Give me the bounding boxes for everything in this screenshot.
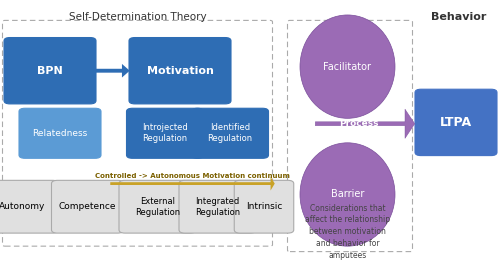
Text: Introjected
Regulation: Introjected Regulation [142, 123, 188, 143]
Text: Facilitator: Facilitator [324, 62, 372, 72]
Text: Barrier: Barrier [331, 190, 364, 199]
FancyBboxPatch shape [19, 108, 101, 158]
Text: Autonomy: Autonomy [0, 202, 46, 211]
Text: Integrated
Regulation: Integrated Regulation [195, 197, 240, 217]
FancyBboxPatch shape [52, 180, 124, 233]
Text: Considerations that
affect the relationship
between motivation
and behavior for
: Considerations that affect the relations… [305, 203, 390, 260]
Ellipse shape [300, 15, 395, 118]
Text: BPN: BPN [37, 66, 63, 76]
FancyBboxPatch shape [234, 180, 294, 233]
FancyBboxPatch shape [192, 108, 268, 158]
Text: Behavior: Behavior [432, 12, 486, 22]
Text: Relatedness: Relatedness [32, 129, 88, 138]
FancyBboxPatch shape [0, 180, 58, 233]
FancyBboxPatch shape [4, 38, 96, 104]
Text: Identified
Regulation: Identified Regulation [208, 123, 252, 143]
FancyBboxPatch shape [119, 180, 196, 233]
Text: Motivation: Motivation [146, 66, 214, 76]
Text: Self-Determination Theory: Self-Determination Theory [68, 12, 206, 22]
Text: LTPA: LTPA [440, 116, 472, 129]
Text: Controlled -> Autonomous Motivation continuum: Controlled -> Autonomous Motivation cont… [95, 173, 290, 179]
Text: Process: Process [339, 119, 379, 128]
Ellipse shape [300, 143, 395, 246]
Text: External
Regulation: External Regulation [135, 197, 180, 217]
FancyBboxPatch shape [126, 108, 204, 158]
Text: Competence: Competence [59, 202, 116, 211]
FancyBboxPatch shape [129, 38, 231, 104]
FancyBboxPatch shape [179, 180, 256, 233]
Text: Intrinsic: Intrinsic [246, 202, 282, 211]
FancyBboxPatch shape [415, 89, 497, 156]
